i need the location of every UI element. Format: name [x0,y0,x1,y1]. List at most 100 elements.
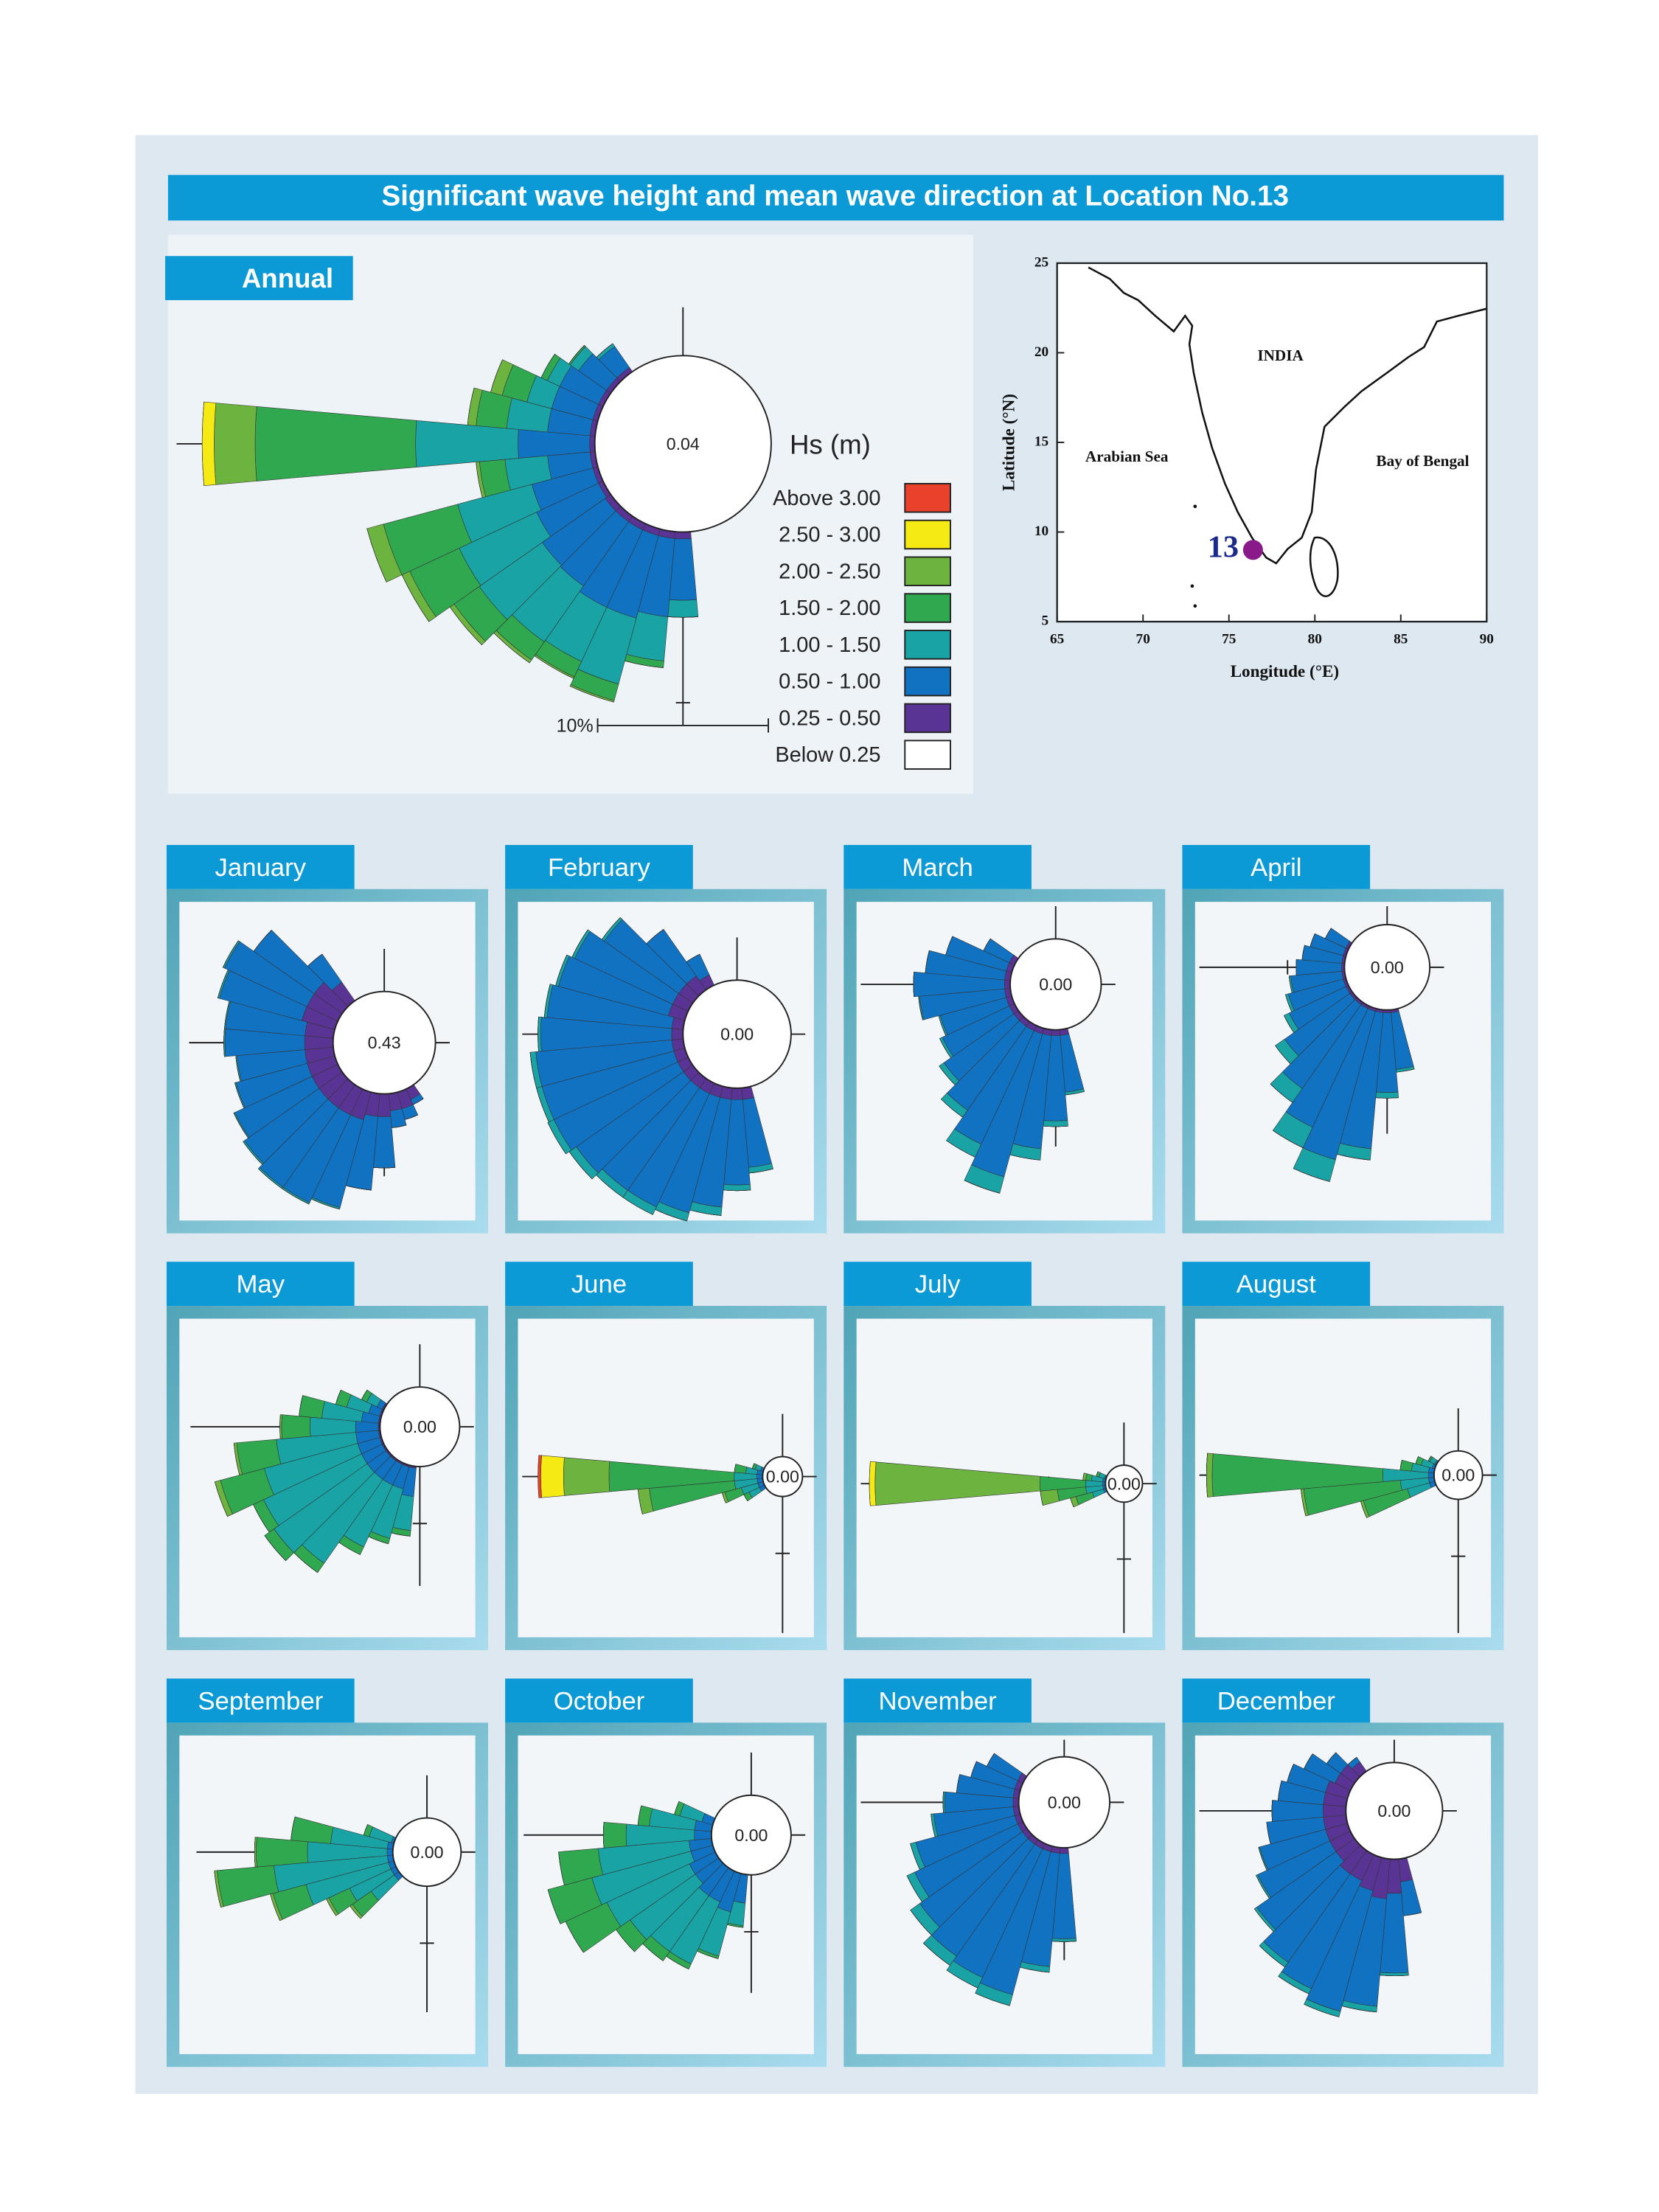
rose-segment [602,1821,627,1848]
legend-swatch [904,630,951,660]
rose-segment [540,354,555,378]
rose-title: August [1237,1270,1316,1298]
map-y-tick-label: 25 [1034,254,1048,270]
rose-tab [505,844,693,889]
calm-label: 0.00 [1441,1466,1475,1485]
map-y-tick-label: 5 [1041,613,1048,629]
calm-label: 0.00 [1107,1474,1141,1493]
rose-segment [1347,1757,1357,1765]
rose-segment [667,599,699,618]
rose-tab [166,1678,355,1723]
rose-segment [547,1889,561,1924]
rose-segment [1278,1976,1310,1994]
rose-segment [946,1969,978,1989]
rose-title: July [915,1270,961,1298]
rose-segment [299,1395,303,1416]
rose-tab [844,1678,1032,1723]
calm-circle [379,1386,461,1468]
legend-swatch [904,556,951,587]
calm-label: 0.43 [368,1033,401,1052]
rose-segment [1051,1938,1077,1942]
legend-label: 2.00 - 2.50 [779,560,880,583]
legend-label: 0.50 - 1.00 [779,670,880,694]
rose-tab [166,844,355,889]
rose-segment [956,1774,960,1793]
rose-tab [505,1678,693,1723]
rose-segment [925,950,930,973]
rose-segment [281,1414,311,1439]
map-frame [1056,262,1488,623]
map-x-tick-label: 70 [1136,632,1150,647]
calm-circle [682,979,792,1089]
rose-segment [1285,994,1293,1012]
rose-title: February [548,854,651,882]
rose-segment [964,1180,1000,1194]
rose-tab [1182,1262,1371,1307]
rose-segment [1206,1453,1214,1498]
rose-segment [386,1848,394,1856]
calm-circle [392,1817,462,1888]
scale-label: 10% [557,715,594,736]
rose-tab [1182,1678,1371,1723]
map-x-tick-label: 80 [1308,632,1322,647]
legend-label: 0.25 - 0.50 [779,706,880,730]
map-y-tick-label: 10 [1034,524,1048,539]
calm-label: 0.00 [403,1417,437,1436]
calm-circle [1018,1756,1111,1849]
rose-title: June [571,1270,627,1298]
rose-segment [1287,1764,1294,1783]
rose-segment [1427,1455,1431,1461]
location-point [1242,540,1263,560]
map-y-label: Latitude (°N) [999,394,1018,491]
rose-segment [602,1822,605,1848]
legend-label: 1.50 - 2.00 [779,597,880,620]
rose-segment [723,1183,751,1192]
rose-segment [671,1028,684,1040]
legend-swatch [904,519,951,550]
rose-segment [1254,1908,1274,1932]
map-x-tick-label: 90 [1480,632,1494,647]
calm-circle [1343,924,1431,1011]
rose-segment [563,1457,611,1496]
legend-label: 1.00 - 1.50 [779,633,880,657]
rose-segment [694,1829,712,1840]
rose-segment [674,531,692,540]
rose-segment [946,1140,975,1158]
legend-label: Below 0.25 [775,743,880,767]
rose-tab [844,1262,1032,1307]
rose-segment [1304,2003,1340,2017]
rose-segment [1293,1168,1330,1182]
rose-title: March [902,854,973,882]
rose-segment [256,1837,308,1868]
legend-swatch [904,703,951,734]
rose-segment [1278,1780,1282,1801]
calm-circle [1345,1761,1444,1860]
rose-title: Annual [242,263,333,293]
rose-segment [279,1414,281,1439]
map-x-tick-label: 75 [1222,632,1236,647]
calm-label: 0.00 [1371,958,1404,977]
calm-circle [710,1794,792,1876]
rose-segment [939,1065,956,1085]
calm-circle [1105,1464,1144,1503]
rose-segment [941,1099,963,1118]
rose-segment [378,1093,392,1117]
rose-segment [335,1390,341,1405]
rose-segment [364,1824,368,1835]
rose-tab [505,1262,693,1307]
rose-title: October [554,1687,644,1715]
calm-label: 0.00 [734,1826,768,1845]
rose-segment [939,1038,951,1058]
rose-segment [568,345,585,364]
rose-segment [1415,1456,1419,1464]
rose-segment [543,984,551,1018]
legend-label: 2.50 - 3.00 [779,524,880,547]
calm-circle [1009,938,1102,1031]
islands [1190,504,1197,608]
map-region-label: Bay of Bengal [1376,452,1469,470]
rose-segment [569,686,614,703]
rose-segment [757,1474,763,1479]
map-y-tick-label: 15 [1034,434,1048,449]
rose-title: May [236,1270,285,1298]
